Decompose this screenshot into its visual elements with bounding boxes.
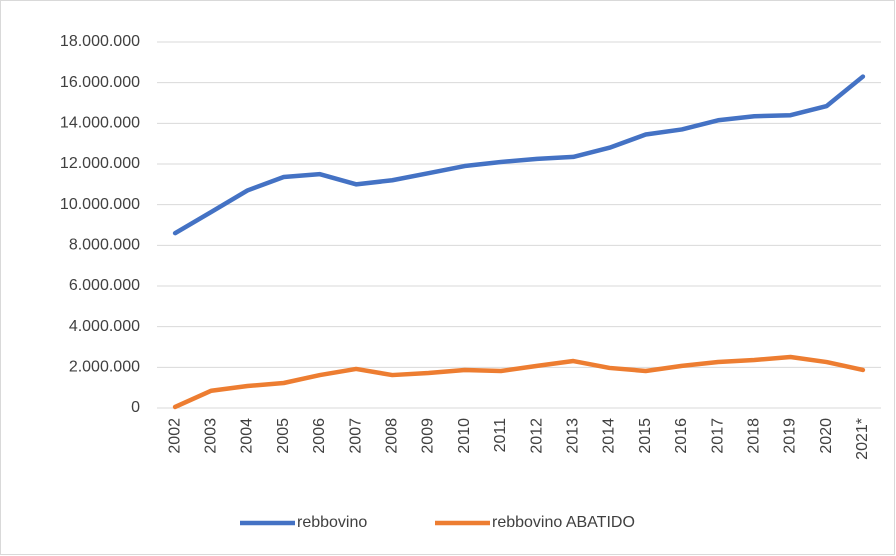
x-tick-label: 2020 (818, 418, 835, 454)
x-tick-label: 2012 (528, 418, 545, 454)
series-line (172, 74, 866, 236)
x-tick-label: 2007 (347, 418, 364, 454)
x-tick-label: 2002 (166, 418, 183, 454)
y-tick-label: 14.000.000 (60, 115, 140, 132)
x-tick-label: 2021* (854, 418, 871, 460)
x-tick-label: 2016 (673, 418, 690, 454)
y-tick-label: 4.000.000 (69, 318, 140, 335)
y-tick-label: 8.000.000 (69, 237, 140, 254)
x-tick-label: 2017 (709, 418, 726, 454)
x-tick-label: 2005 (275, 418, 292, 454)
y-tick-label: 0 (131, 399, 140, 416)
y-tick-label: 2.000.000 (69, 359, 140, 376)
x-tick-label: 2019 (782, 418, 799, 454)
y-tick-label: 10.000.000 (60, 196, 140, 213)
x-tick-label: 2011 (492, 418, 509, 453)
x-tick-label: 2014 (601, 418, 618, 454)
y-tick-label: 18.000.000 (60, 33, 140, 50)
legend-label: rebbovino (297, 514, 367, 531)
x-tick-label: 2006 (311, 418, 328, 454)
x-tick-label: 2009 (420, 418, 437, 454)
x-tick-label: 2018 (746, 418, 763, 454)
legend-label: rebbovino ABATIDO (492, 514, 635, 531)
x-tick-label: 2003 (203, 418, 220, 454)
y-tick-label: 6.000.000 (69, 277, 140, 294)
y-tick-label: 16.000.000 (60, 74, 140, 91)
x-tick-label: 2013 (565, 418, 582, 454)
series-line (172, 354, 866, 410)
y-tick-label: 12.000.000 (60, 155, 140, 172)
x-tick-label: 2010 (456, 418, 473, 454)
x-tick-label: 2015 (637, 418, 654, 454)
x-tick-label: 2008 (384, 418, 401, 454)
x-tick-label: 2004 (239, 418, 256, 454)
